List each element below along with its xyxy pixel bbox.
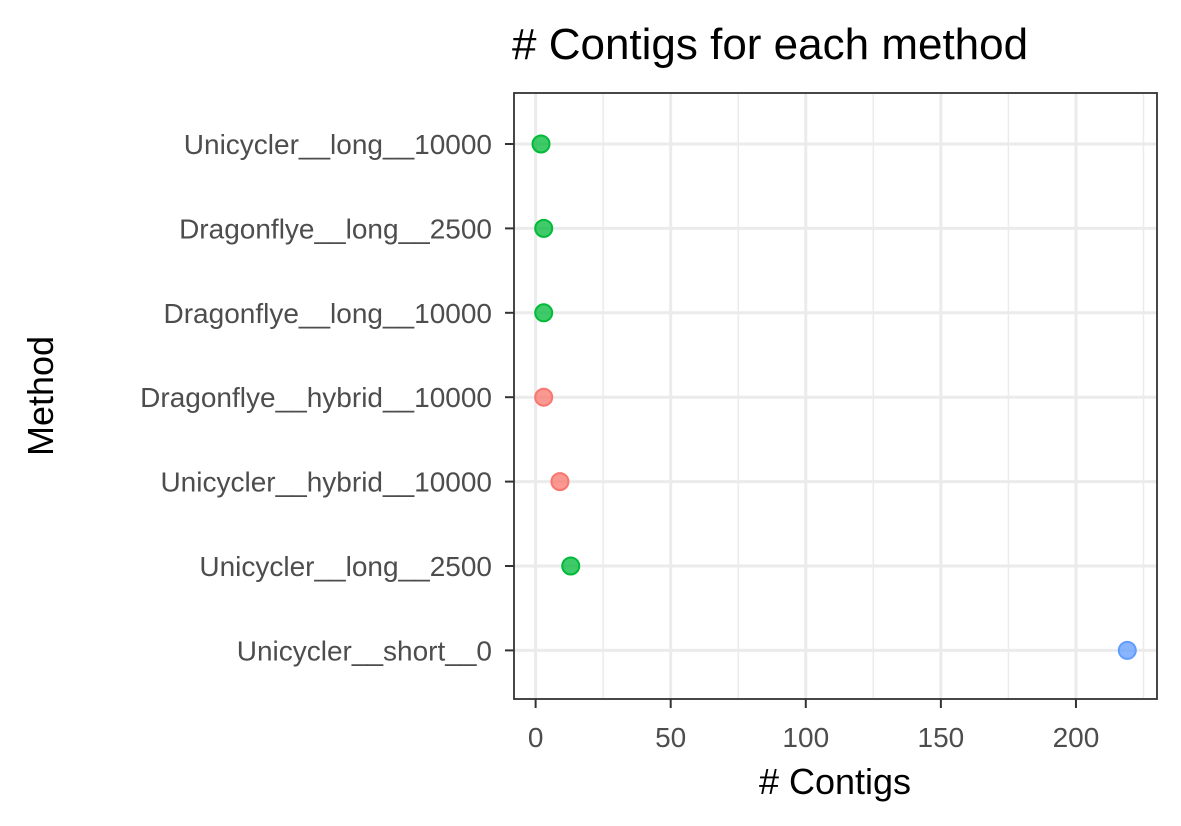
panel-border [513, 92, 1158, 700]
data-point [531, 134, 551, 154]
x-tick-label: 100 [782, 722, 829, 753]
x-tick-label: 0 [528, 722, 544, 753]
y-axis: Unicycler__long__10000 Dragonflye__long__… [140, 129, 514, 666]
data-point [534, 218, 554, 238]
y-axis-title: Method [20, 336, 61, 456]
y-tick-label: Unicycler__hybrid__10000 [160, 467, 492, 498]
x-axis-title: # Contigs [759, 761, 911, 802]
y-tick-label: Unicycler__short__0 [237, 635, 492, 666]
y-tick-label: Unicycler__long__2500 [199, 551, 492, 582]
data-point [534, 303, 554, 323]
y-tick-label: Dragonflye__hybrid__10000 [140, 382, 492, 413]
x-tick-label: 150 [918, 722, 965, 753]
x-tick-label: 50 [655, 722, 686, 753]
chart-title: # Contigs for each method [512, 20, 1028, 69]
major-gridlines [514, 93, 1157, 699]
x-axis: 0 50 100 150 200 [528, 699, 1099, 753]
y-tick-label: Dragonflye__long__10000 [164, 298, 493, 329]
data-point [561, 556, 581, 576]
data-point [550, 472, 570, 492]
data-point [1117, 640, 1137, 660]
y-tick-label: Dragonflye__long__2500 [179, 213, 492, 244]
x-tick-label: 200 [1053, 722, 1100, 753]
data-points [531, 134, 1137, 660]
data-point [534, 387, 554, 407]
y-tick-label: Unicycler__long__10000 [184, 129, 492, 160]
